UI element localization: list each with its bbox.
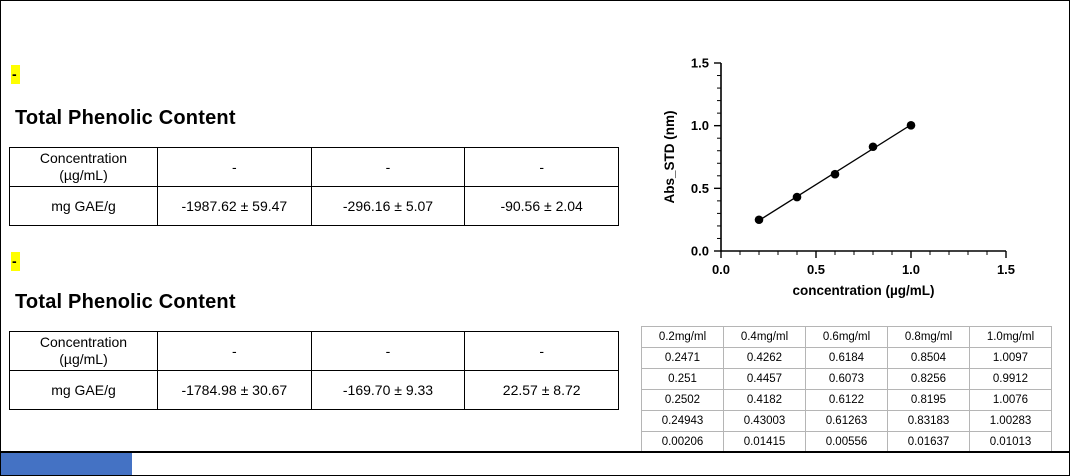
std-curve-plot: 0.0 0.5 1.0 1.5 0.0 0.5 1.0 1.5 concentration (µ…	[662, 56, 1015, 299]
table-cell: 1.0097	[969, 347, 1052, 369]
bottom-horizontal-rule	[1, 451, 1069, 453]
table-cell: 0.61263	[805, 410, 888, 432]
table-cell: -	[464, 147, 619, 187]
table-cell: 0.00556	[805, 431, 888, 453]
data-point	[868, 142, 878, 152]
table-cell: -90.56 ± 2.04	[464, 186, 619, 226]
table-cell: -296.16 ± 5.07	[310, 186, 466, 226]
table-cell: mg GAE/g	[9, 370, 158, 410]
table-cell: 0.01013	[969, 431, 1052, 453]
table-cell: mg GAE/g	[9, 186, 158, 226]
table-cell: 0.2471	[641, 347, 724, 369]
table-cell: 0.83183	[887, 410, 970, 432]
std-absorbance-table: 0.2mg/ml 0.4mg/ml 0.6mg/ml 0.8mg/ml 1.0m…	[641, 326, 1052, 453]
data-point	[792, 192, 802, 202]
section-title-2: Total Phenolic Content	[15, 291, 236, 313]
table-cell: 0.8mg/ml	[887, 326, 970, 348]
table-row: 0.24943 0.43003 0.61263 0.83183 1.00283	[641, 410, 1052, 432]
table-cell: 0.00206	[641, 431, 724, 453]
x-tick-label: 0.5	[807, 262, 825, 277]
table-cell: Concentration (µg/mL)	[9, 147, 158, 187]
table-cell: 0.2502	[641, 389, 724, 411]
table-cell: 1.0076	[969, 389, 1052, 411]
table-cell: 0.8195	[887, 389, 970, 411]
table-cell: -1987.62 ± 59.47	[157, 186, 312, 226]
table-row: mg GAE/g -1784.98 ± 30.67 -169.70 ± 9.33…	[9, 370, 619, 410]
table-cell: 0.4182	[723, 389, 806, 411]
data-point	[830, 169, 840, 179]
table-cell: 0.6mg/ml	[805, 326, 888, 348]
table-row: 0.2471 0.4262 0.6184 0.8504 1.0097	[641, 347, 1052, 369]
y-tick-label: 1.5	[691, 56, 709, 71]
table-cell: 0.9912	[969, 368, 1052, 390]
table-cell: -	[310, 147, 466, 187]
tpc-table-2: Concentration (µg/mL) - - - mg GAE/g -17…	[9, 331, 619, 410]
table-cell: 0.6122	[805, 389, 888, 411]
table-cell: -	[157, 331, 312, 371]
table-row: Concentration (µg/mL) - - -	[9, 147, 619, 187]
table-cell: 0.8504	[887, 347, 970, 369]
y-tick-label: 0.5	[691, 181, 709, 196]
y-tick-label: 0.0	[691, 244, 709, 259]
table-cell: 0.2mg/ml	[641, 326, 724, 348]
x-axis-title: concentration (µg/mL)	[792, 283, 934, 298]
table-cell: 1.00283	[969, 410, 1052, 432]
std-curve-chart: 0.0 0.5 1.0 1.5 0.0 0.5 1.0 1.5 concentration (µ…	[641, 39, 1051, 321]
table-cell: -	[310, 331, 466, 371]
yellow-highlight-marker-1: -	[11, 65, 20, 84]
table-cell: 0.4262	[723, 347, 806, 369]
table-row: 0.00206 0.01415 0.00556 0.01637 0.01013	[641, 431, 1052, 453]
table-cell: 0.43003	[723, 410, 806, 432]
data-point	[754, 215, 764, 225]
table-cell: 0.6073	[805, 368, 888, 390]
table-row: 0.2502 0.4182 0.6122 0.8195 1.0076	[641, 389, 1052, 411]
table-cell: 0.24943	[641, 410, 724, 432]
x-tick-label: 1.5	[997, 262, 1015, 277]
y-tick-label: 1.0	[691, 118, 709, 133]
table-cell: -	[157, 147, 312, 187]
table-cell: 0.4mg/ml	[723, 326, 806, 348]
section-title-1: Total Phenolic Content	[15, 107, 236, 129]
table-cell: 0.01637	[887, 431, 970, 453]
x-tick-label: 1.0	[902, 262, 920, 277]
bottom-blue-bar	[1, 453, 132, 475]
table-row: 0.2mg/ml 0.4mg/ml 0.6mg/ml 0.8mg/ml 1.0m…	[641, 326, 1052, 348]
tpc-table-1: Concentration (µg/mL) - - - mg GAE/g -19…	[9, 147, 619, 226]
table-cell: 0.251	[641, 368, 724, 390]
table-cell: 0.4457	[723, 368, 806, 390]
table-cell: 0.6184	[805, 347, 888, 369]
table-cell: 22.57 ± 8.72	[464, 370, 619, 410]
table-cell: Concentration (µg/mL)	[9, 331, 158, 371]
table-row: 0.251 0.4457 0.6073 0.8256 0.9912	[641, 368, 1052, 390]
data-point	[906, 121, 916, 130]
table-cell: -169.70 ± 9.33	[310, 370, 466, 410]
table-cell: 0.01415	[723, 431, 806, 453]
table-cell: -	[464, 331, 619, 371]
table-cell: 0.8256	[887, 368, 970, 390]
table-cell: -1784.98 ± 30.67	[157, 370, 312, 410]
x-tick-label: 0.0	[712, 262, 730, 277]
table-row: Concentration (µg/mL) - - -	[9, 331, 619, 371]
yellow-highlight-marker-2: -	[11, 252, 20, 271]
table-cell: 1.0mg/ml	[969, 326, 1052, 348]
table-row: mg GAE/g -1987.62 ± 59.47 -296.16 ± 5.07…	[9, 186, 619, 226]
y-axis-title: Abs_STD (nm)	[662, 110, 677, 203]
